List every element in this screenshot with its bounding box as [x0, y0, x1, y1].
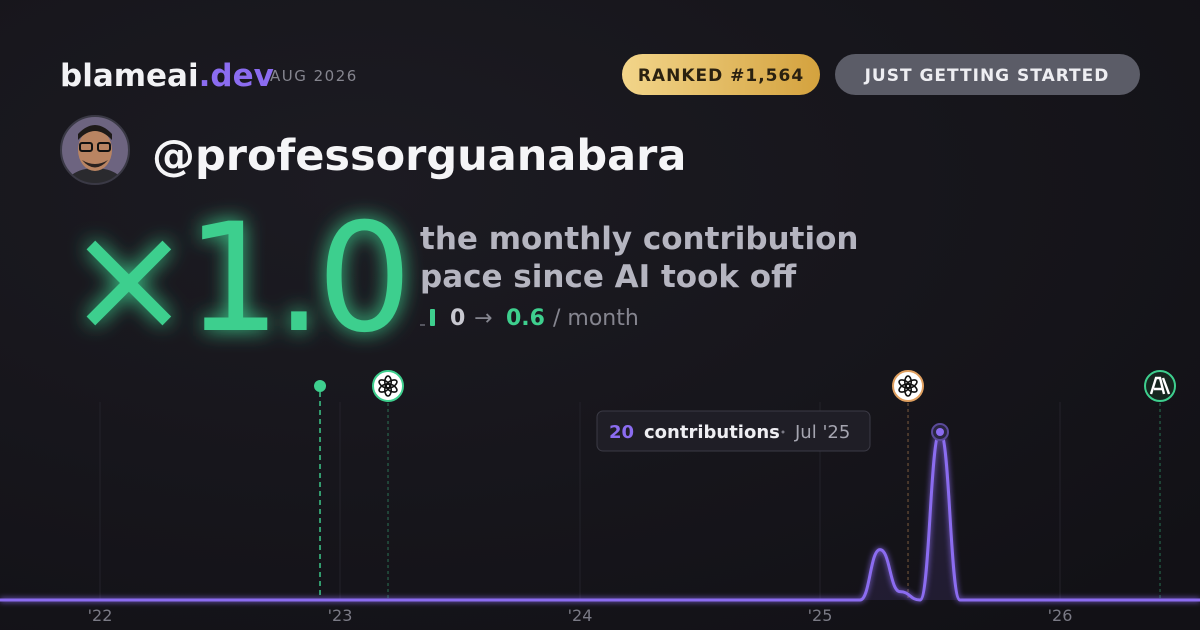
status-pill: [835, 54, 1140, 95]
brand: blameai.dev: [60, 58, 274, 94]
x-tick-label: '25: [808, 606, 833, 625]
tooltip-date: Jul '25: [794, 422, 850, 443]
status: JUST GETTING STARTED: [864, 66, 1110, 86]
event-icon: [892, 370, 925, 402]
x-tick-label: '22: [88, 606, 113, 625]
event-marker: [892, 370, 925, 600]
mini-bar: [420, 324, 425, 326]
date: AUG 2026: [270, 67, 358, 85]
handle: @professorguanabara: [152, 131, 686, 181]
avatar-ring: [60, 115, 130, 185]
pace-unit: / month: [553, 306, 639, 331]
tooltip-sep: [781, 430, 785, 434]
caption-line: pace since AI took off: [420, 259, 797, 295]
x-tick-label: '26: [1048, 606, 1073, 625]
tooltip-box: [596, 410, 871, 452]
peak-dot: [936, 428, 945, 436]
pace-before: 0: [450, 306, 465, 331]
event-marker: [1144, 370, 1177, 600]
event-icon: [372, 370, 405, 402]
event-dot: [314, 380, 327, 392]
line: [0, 430, 1200, 602]
icon-petal: [898, 379, 911, 389]
event-marker: [314, 380, 327, 600]
chart: '22 '23 '24 '25 '26 20 contributions Jul '25: [0, 370, 1200, 625]
event-marker: [372, 370, 405, 600]
rank: RANKED #1,564: [638, 66, 804, 86]
x-tick-label: '23: [328, 606, 353, 625]
pace-arrow: →: [474, 306, 492, 331]
x-tick-label: '24: [568, 606, 593, 625]
tooltip-label: contributions: [644, 422, 780, 443]
brand-name: blameai: [60, 58, 199, 94]
tooltip-value: 20: [609, 422, 634, 443]
icon-petal: [378, 379, 391, 389]
caption-line: the monthly contribution: [420, 221, 858, 257]
mini-bar: [430, 309, 435, 326]
event-icon: [1144, 370, 1177, 402]
rank-pill: [622, 54, 820, 95]
icon-glyph: [1149, 376, 1171, 395]
multiplier: ×1.0: [66, 192, 406, 366]
brand-tld: .dev: [199, 58, 274, 94]
pace-after: 0.6: [506, 306, 545, 331]
